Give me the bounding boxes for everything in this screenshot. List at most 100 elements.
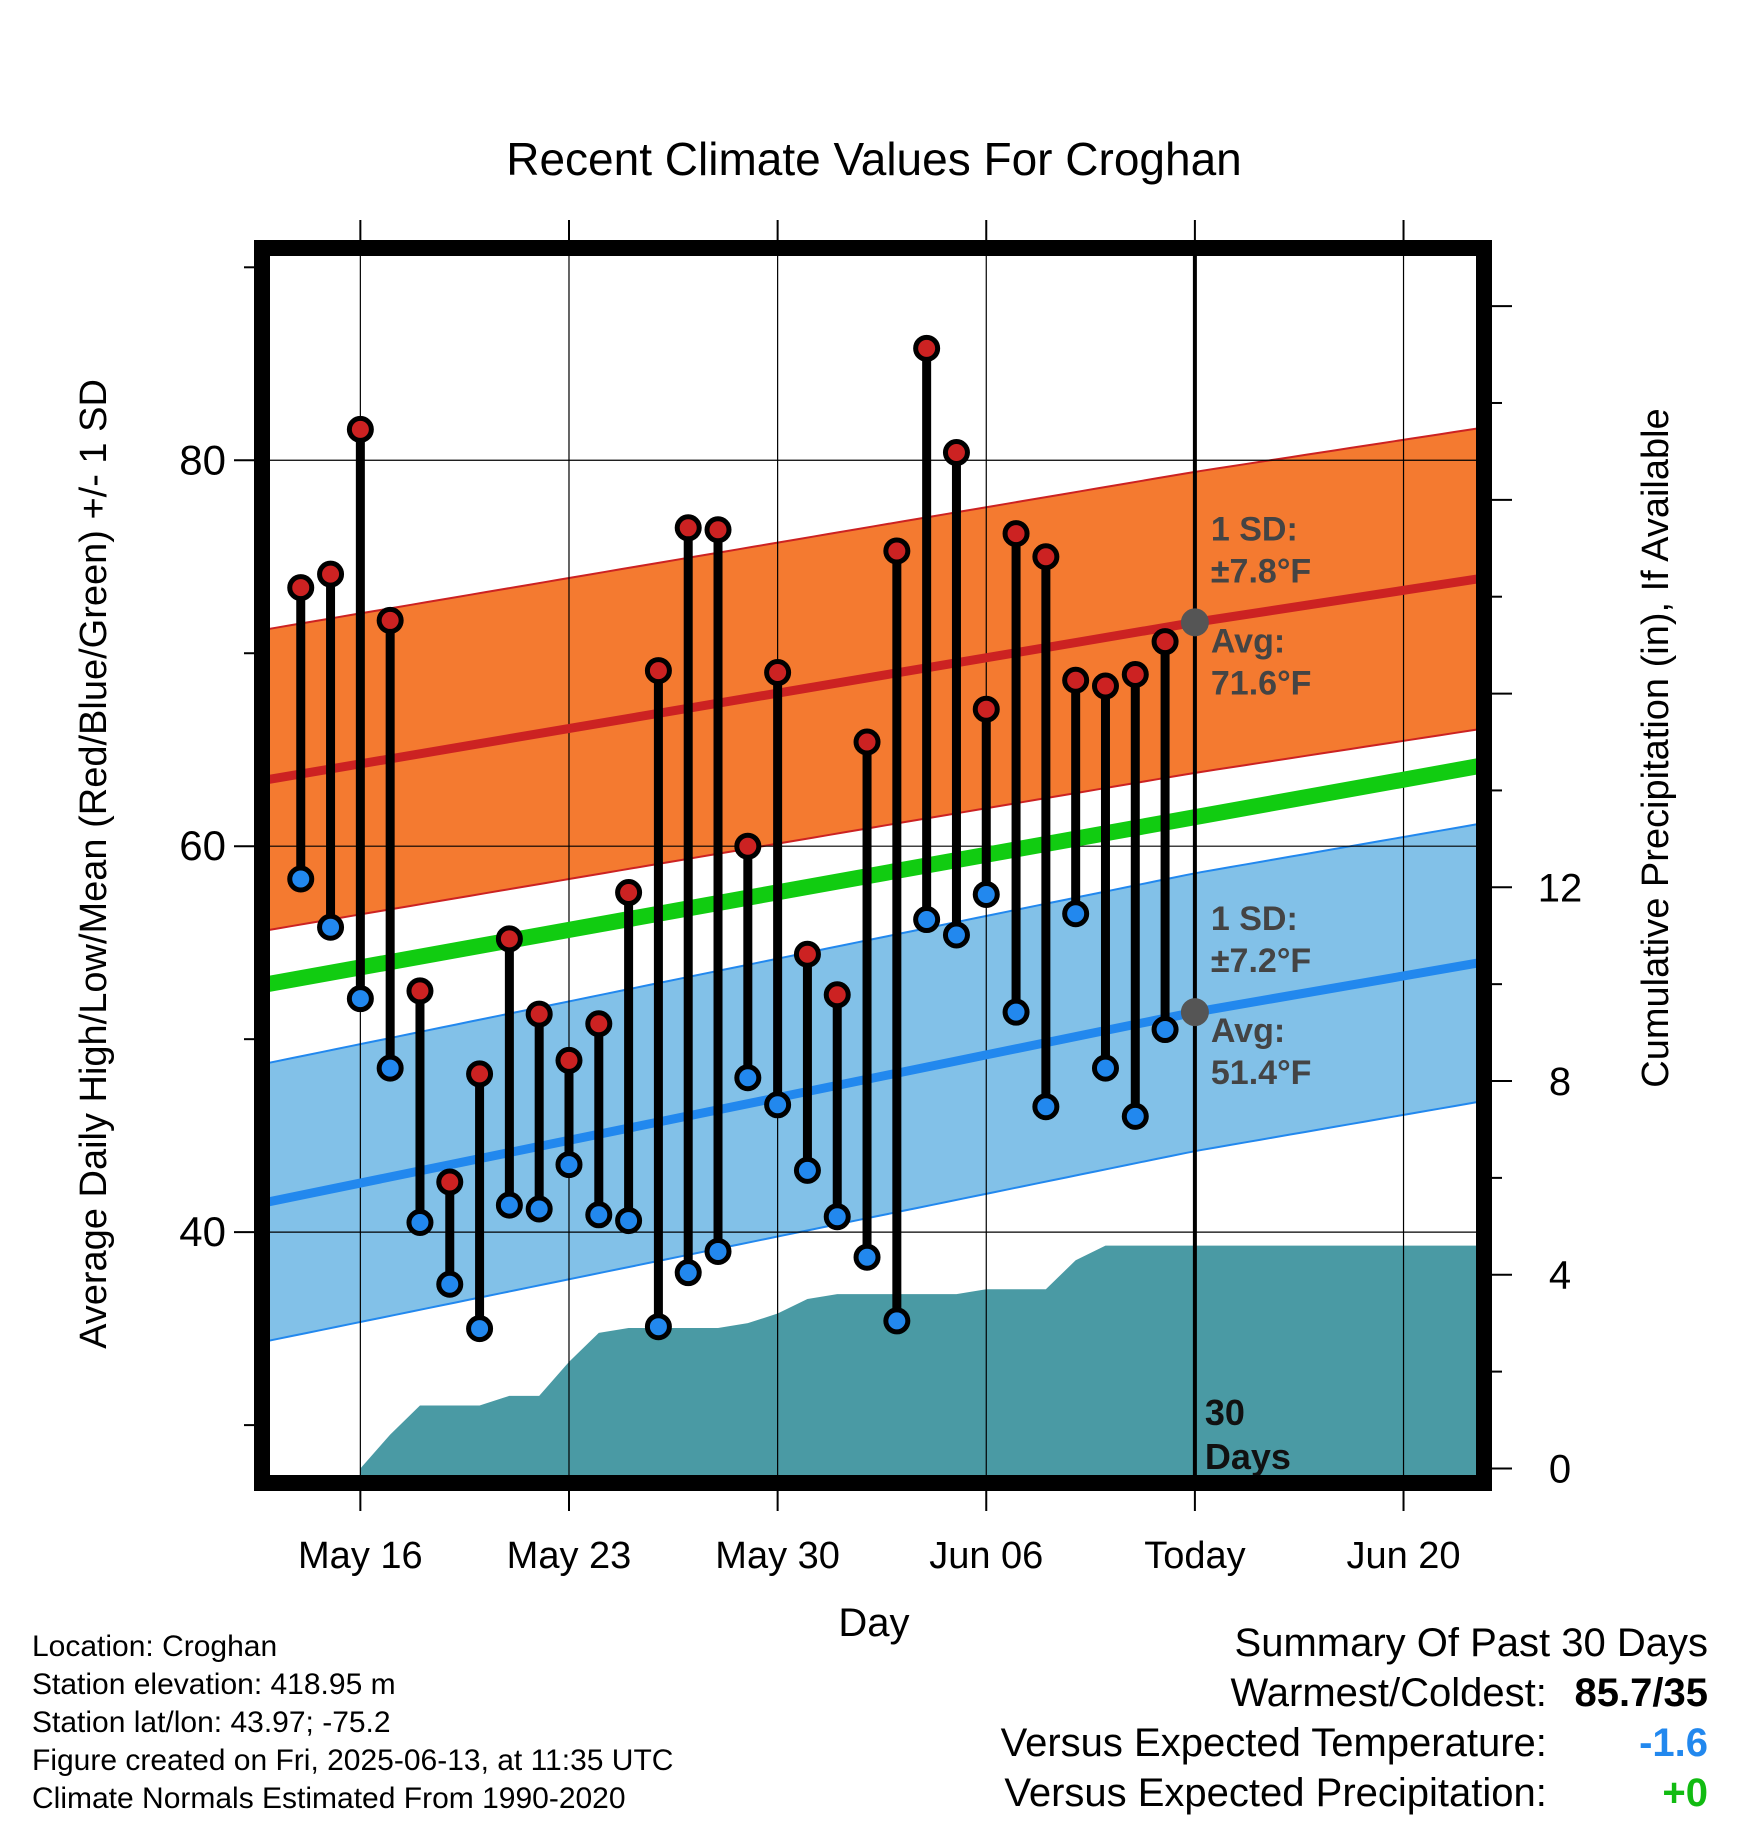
warmest-value: 85.7/35: [1574, 1671, 1708, 1715]
chart-title: Recent Climate Values For Croghan: [506, 133, 1241, 185]
low-temp-point: [1121, 1102, 1149, 1130]
plot-area: 1 SD: ±7.8°F Avg: 71.6°F 1 SD: ±7.2°F Avg: 51.4…: [179, 220, 1582, 1577]
high-temp-point: [287, 574, 315, 602]
high-temp-point: [1121, 660, 1149, 688]
summary-temp-row: Versus Expected Temperature: -1.6: [1001, 1718, 1708, 1768]
low-temp-point: [883, 1307, 911, 1335]
high-normal-sd-upper: [262, 426, 1484, 632]
x-tick-label: Jun 20: [1346, 1535, 1460, 1577]
high-temp-point: [883, 537, 911, 565]
high-sd-label: 1 SD:: [1211, 510, 1298, 548]
y-tick-label-right: 12: [1538, 866, 1583, 910]
high-temp-point: [734, 832, 762, 860]
low-sd-value: ±7.2°F: [1211, 942, 1311, 980]
high-temp-point: [704, 516, 732, 544]
low-temp-point: [615, 1207, 643, 1235]
low-temp-point: [913, 906, 941, 934]
station-location: Location: Croghan: [32, 1630, 278, 1663]
station-elevation: Station elevation: 418.95 m: [32, 1668, 396, 1701]
high-avg-value: 71.6°F: [1211, 664, 1312, 702]
high-temp-point: [466, 1060, 494, 1088]
y-axis-label-left: Average Daily High/Low/Mean (Red/Blue/Gr…: [73, 379, 115, 1349]
x-tick-label: May 23: [507, 1535, 632, 1577]
low-normal-sd-lower: [262, 1099, 1484, 1344]
low-temp-point: [793, 1156, 821, 1184]
climate-normals-note: Climate Normals Estimated From 1990-2020: [32, 1782, 626, 1815]
low-temp-point: [972, 880, 1000, 908]
high-temp-point: [1091, 672, 1119, 700]
x-tick-label: Jun 06: [929, 1535, 1043, 1577]
y-tick-label-right: 0: [1549, 1447, 1571, 1491]
high-temp-point: [495, 925, 523, 953]
low-temp-point: [823, 1203, 851, 1231]
y-tick-label-left: 80: [179, 436, 226, 483]
y-tick-label-right: 4: [1549, 1254, 1571, 1298]
high-temp-point: [1032, 543, 1060, 571]
low-temp-point: [555, 1151, 583, 1179]
summary-title: Summary Of Past 30 Days: [1234, 1621, 1708, 1665]
precip-vs-expected-label: Versus Expected Precipitation:: [1004, 1771, 1547, 1815]
low-temp-point: [1151, 1016, 1179, 1044]
high-temp-point: [376, 606, 404, 634]
low-temp-point: [734, 1064, 762, 1092]
y-tick-label-left: 40: [179, 1208, 226, 1255]
y-tick-label-left: 60: [179, 822, 226, 869]
plot-content: 1 SD: ±7.8°F Avg: 71.6°F 1 SD: ±7.2°F Avg: 51.4…: [262, 248, 1484, 1483]
high-temp-point: [644, 657, 672, 685]
x-tick-label: May 30: [715, 1535, 840, 1577]
low-temp-point: [346, 985, 374, 1013]
high-temp-point: [1062, 666, 1090, 694]
station-latlon: Station lat/lon: 43.97; -75.2: [32, 1706, 391, 1739]
x-tick-label: Today: [1144, 1535, 1245, 1577]
high-avg-label: Avg:: [1211, 622, 1285, 660]
high-temp-point: [585, 1010, 613, 1038]
mean-normal-line: [262, 757, 1484, 994]
low-temp-point: [1002, 998, 1030, 1026]
high-temp-point: [615, 879, 643, 907]
summary-precip-row: Versus Expected Precipitation: +0: [1001, 1768, 1708, 1818]
low-temp-point: [317, 913, 345, 941]
low-sd-label: 1 SD:: [1211, 900, 1298, 938]
high-temp-point: [972, 695, 1000, 723]
low-temp-point: [585, 1201, 613, 1229]
high-temp-point: [823, 981, 851, 1009]
high-temp-point: [525, 1000, 553, 1028]
low-avg-label: Avg:: [1211, 1012, 1285, 1050]
today-days-count: 30: [1205, 1392, 1245, 1433]
summary-panel: Summary Of Past 30 Days Warmest/Coldest:…: [1001, 1618, 1708, 1818]
plot-frame: [254, 240, 1492, 1491]
high-temp-point: [942, 439, 970, 467]
high-temp-point: [317, 560, 345, 588]
high-temp-point: [1151, 628, 1179, 656]
low-temp-point: [853, 1243, 881, 1271]
high-temp-point: [853, 728, 881, 756]
high-temp-point: [555, 1046, 583, 1074]
low-temp-point: [1032, 1093, 1060, 1121]
low-temp-point: [287, 865, 315, 893]
low-temp-point: [495, 1191, 523, 1219]
y-axis-label-right: Cumulative Precipitation (in), If Availa…: [1635, 408, 1677, 1087]
figure-created: Figure created on Fri, 2025-06-13, at 11…: [32, 1744, 674, 1777]
high-temp-point: [406, 977, 434, 1005]
low-normal-sd-upper: [262, 822, 1484, 1066]
high-temp-point: [913, 334, 941, 362]
high-temp-point: [346, 415, 374, 443]
today-low-avg-marker: [1180, 998, 1209, 1027]
high-temp-point: [764, 659, 792, 687]
low-temp-point: [525, 1195, 553, 1223]
summary-warmest-row: Warmest/Coldest: 85.7/35: [1001, 1668, 1709, 1718]
low-temp-point: [406, 1208, 434, 1236]
high-sd-value: ±7.8°F: [1211, 552, 1311, 590]
low-temp-point: [1091, 1054, 1119, 1082]
high-temp-point: [793, 940, 821, 968]
high-temp-point: [1002, 520, 1030, 548]
low-temp-point: [764, 1091, 792, 1119]
low-temp-point: [942, 921, 970, 949]
today-days-label: Days: [1205, 1436, 1291, 1477]
low-avg-value: 51.4°F: [1211, 1054, 1312, 1092]
low-temp-point: [644, 1313, 672, 1341]
precip-vs-expected-value: +0: [1662, 1771, 1708, 1815]
precipitation-area: [360, 1245, 1484, 1483]
high-temp-point: [436, 1168, 464, 1196]
